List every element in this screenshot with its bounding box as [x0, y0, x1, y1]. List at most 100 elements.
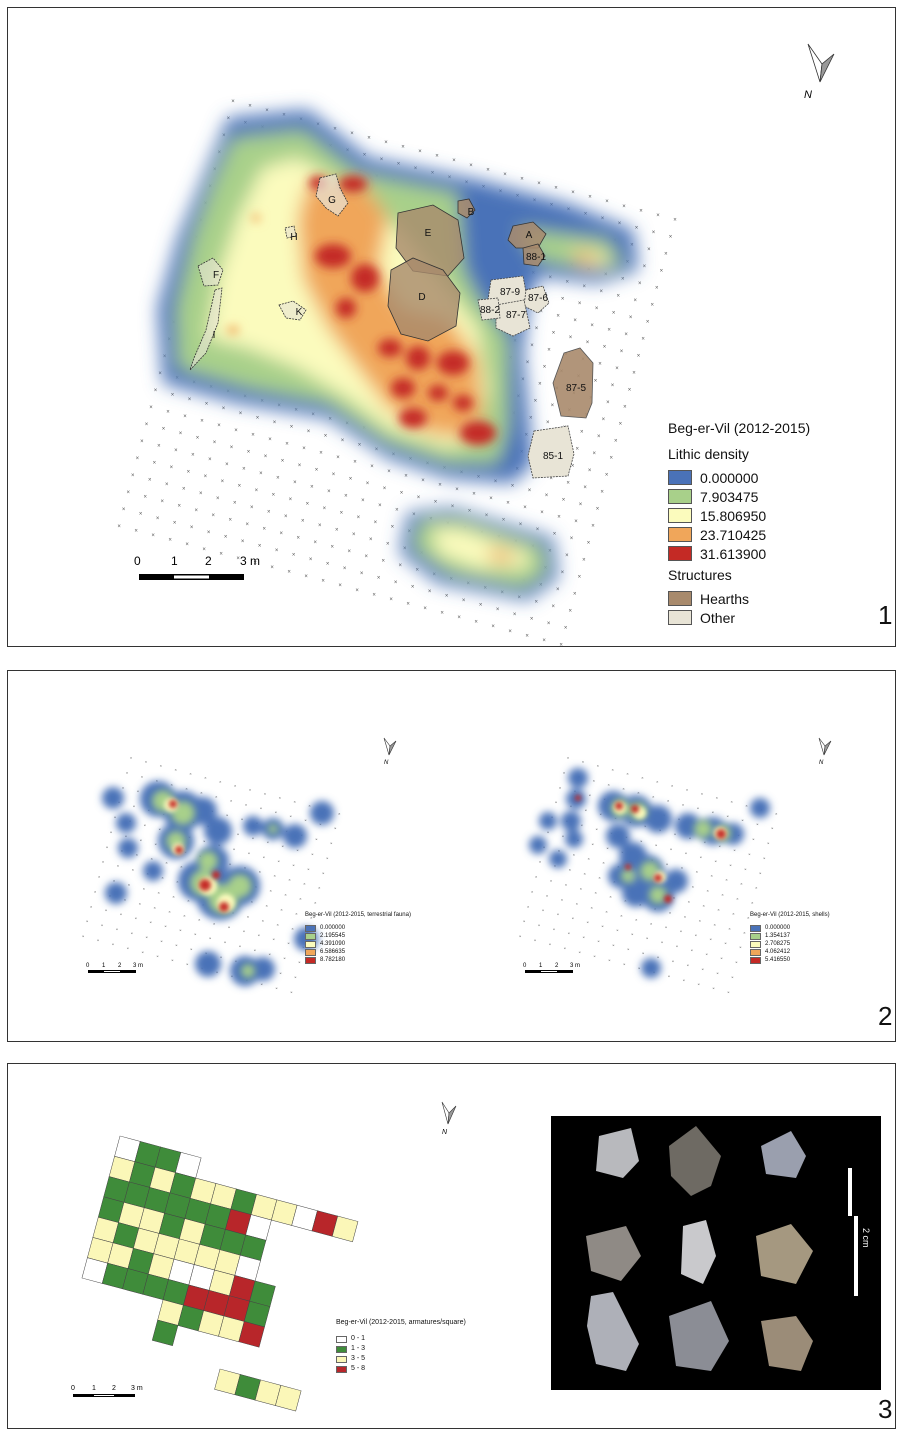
svg-text:×: ×	[148, 478, 152, 484]
svg-text:×: ×	[352, 532, 356, 538]
svg-text:×: ×	[145, 422, 149, 428]
svg-text:×: ×	[173, 521, 177, 527]
svg-text:×: ×	[491, 624, 495, 630]
fauna-heatmap	[102, 781, 334, 986]
svg-text:×: ×	[198, 917, 201, 922]
legend-swatch	[750, 924, 761, 932]
svg-text:×: ×	[670, 846, 673, 851]
svg-text:×: ×	[692, 884, 695, 889]
svg-text:×: ×	[656, 779, 659, 784]
svg-text:×: ×	[667, 798, 670, 803]
legend-item: 23.710425	[668, 525, 810, 544]
svg-text:×: ×	[391, 524, 395, 530]
svg-text:×: ×	[332, 472, 336, 478]
svg-text:×: ×	[340, 511, 344, 517]
svg-text:×: ×	[380, 157, 384, 163]
svg-text:×: ×	[194, 932, 197, 937]
svg-text:×: ×	[276, 475, 280, 481]
svg-text:×: ×	[479, 603, 483, 609]
svg-text:×: ×	[767, 841, 770, 846]
svg-text:×: ×	[511, 484, 515, 490]
svg-text:×: ×	[561, 297, 565, 303]
svg-text:×: ×	[112, 941, 115, 946]
svg-text:×: ×	[372, 592, 376, 598]
svg-text:×: ×	[582, 935, 585, 940]
legend-item: 6.586635	[305, 948, 411, 956]
svg-text:×: ×	[502, 518, 506, 524]
svg-text:×: ×	[251, 432, 255, 438]
svg-text:×: ×	[233, 500, 237, 506]
svg-text:×: ×	[534, 399, 538, 405]
structure-87-5	[552, 347, 594, 419]
legend-title: Beg-er-Vil (2012-2015)	[668, 420, 811, 436]
svg-text:×: ×	[242, 466, 246, 472]
svg-text:×: ×	[160, 939, 163, 944]
svg-text:×: ×	[680, 929, 683, 934]
svg-text:×: ×	[126, 490, 130, 496]
flint-artifacts	[586, 1126, 813, 1371]
svg-text:×: ×	[580, 886, 583, 891]
svg-text:×: ×	[172, 894, 175, 899]
svg-text:×: ×	[681, 865, 684, 870]
svg-text:×: ×	[113, 878, 116, 883]
svg-text:×: ×	[584, 871, 587, 876]
structure-label: D	[418, 292, 425, 303]
svg-text:×: ×	[383, 486, 387, 492]
svg-text:×: ×	[248, 104, 252, 110]
svg-text:×: ×	[666, 861, 669, 866]
svg-text:×: ×	[180, 864, 183, 869]
svg-text:×: ×	[360, 571, 364, 577]
svg-text:×: ×	[661, 940, 664, 945]
scale-tick: 3 m	[131, 1385, 143, 1392]
svg-text:×: ×	[519, 522, 523, 528]
scale-tick: 1	[171, 554, 178, 568]
svg-text:×: ×	[685, 850, 688, 855]
svg-text:×: ×	[288, 877, 291, 882]
structure-I	[189, 287, 223, 371]
svg-text:×: ×	[268, 952, 271, 957]
svg-text:×: ×	[140, 439, 144, 445]
svg-text:×: ×	[145, 759, 148, 764]
scale-tick: 2	[205, 554, 212, 568]
svg-text:×: ×	[561, 897, 564, 902]
svg-text:×: ×	[266, 903, 269, 908]
svg-text:×: ×	[557, 912, 560, 917]
svg-text:×: ×	[381, 558, 385, 564]
svg-text:×: ×	[549, 476, 553, 482]
structure-label: H	[290, 232, 297, 243]
svg-text:×: ×	[202, 547, 206, 553]
armatures-legend: Beg-er-Vil (2012-2015, armatures/square)…	[336, 1318, 466, 1374]
svg-text:×: ×	[116, 927, 119, 932]
north-arrow: N	[804, 43, 835, 101]
svg-text:×: ×	[605, 909, 608, 914]
svg-text:×: ×	[185, 786, 188, 791]
svg-text:×: ×	[589, 793, 592, 798]
panel-armatures: N 0 1 2 3 m Beg-er-Vil (2012-2015, armat…	[7, 1063, 896, 1429]
svg-text:×: ×	[740, 881, 743, 886]
svg-text:×: ×	[621, 276, 625, 282]
legend-label: 2.195545	[320, 933, 346, 939]
svg-text:×: ×	[586, 920, 589, 925]
svg-text:×: ×	[573, 591, 577, 597]
photo-scale-label: 2 cm	[861, 1228, 871, 1248]
svg-text:×: ×	[472, 492, 476, 498]
svg-text:×: ×	[639, 208, 643, 214]
svg-text:×: ×	[315, 837, 318, 842]
scale-tick: 2	[112, 1385, 116, 1392]
svg-text:×: ×	[293, 480, 297, 486]
svg-text:×: ×	[253, 560, 257, 566]
svg-text:×: ×	[314, 900, 317, 905]
svg-text:×: ×	[211, 513, 215, 519]
legend-item: 1 - 3	[336, 1344, 466, 1354]
svg-text:×: ×	[298, 960, 301, 965]
armatures-photo: 2 cm	[551, 1116, 881, 1390]
legend-label: 23.710425	[700, 526, 767, 543]
structure-87-6	[523, 285, 550, 314]
svg-text:×: ×	[747, 915, 750, 920]
svg-text:×: ×	[94, 889, 97, 894]
svg-text:×: ×	[583, 485, 587, 491]
armature-squares	[81, 1135, 359, 1412]
svg-text:×: ×	[303, 881, 306, 886]
svg-text:×: ×	[730, 799, 733, 804]
svg-text:×: ×	[182, 487, 186, 493]
